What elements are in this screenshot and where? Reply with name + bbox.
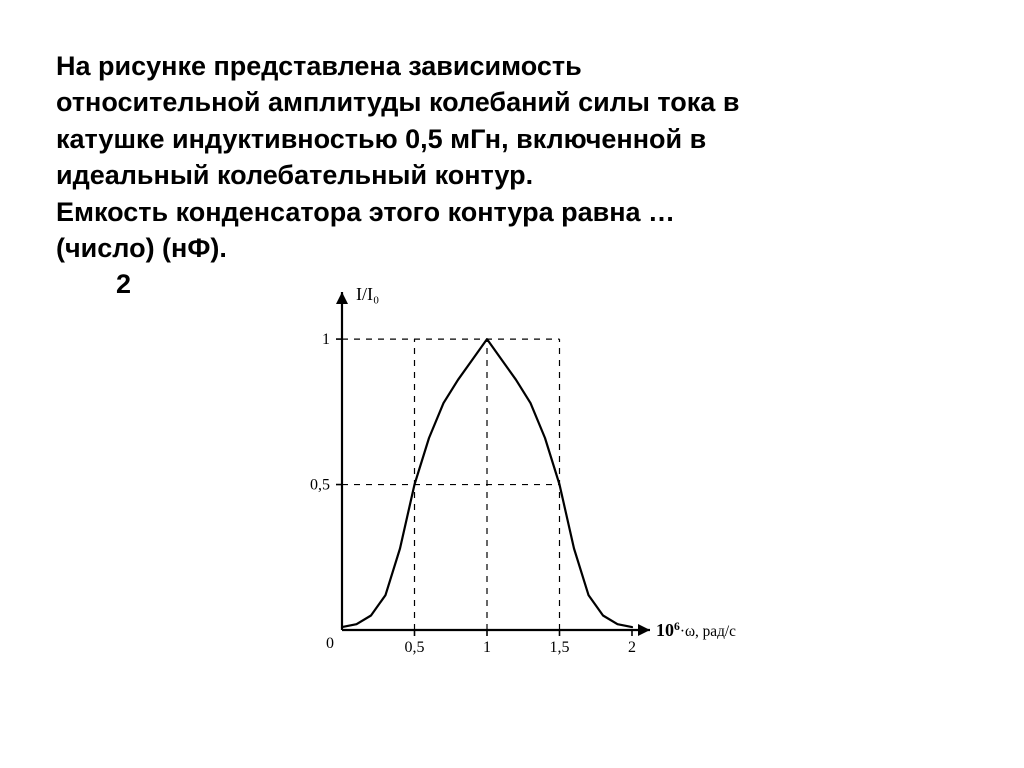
text-line-5: Емкость конденсатора этого контура равна… bbox=[56, 197, 675, 227]
text-line-3: катушке индуктивностью 0,5 мГн, включенн… bbox=[56, 124, 706, 154]
svg-text:1,5: 1,5 bbox=[550, 639, 570, 656]
svg-text:0,5: 0,5 bbox=[310, 476, 330, 493]
svg-text:0: 0 bbox=[326, 635, 334, 652]
text-line-2: относительной амплитуды колебаний силы т… bbox=[56, 87, 739, 117]
svg-text:1: 1 bbox=[483, 639, 491, 656]
resonance-chart: I/I₀ 106·ω, рад/с 0 0,5 1 1,5 2 0,5 1 bbox=[282, 280, 742, 680]
svg-text:I/I₀: I/I₀ bbox=[356, 284, 379, 304]
svg-text:1: 1 bbox=[322, 331, 330, 348]
text-line-1: На рисунке представлена зависимость bbox=[56, 51, 582, 81]
chart-container: I/I₀ 106·ω, рад/с 0 0,5 1 1,5 2 0,5 1 bbox=[56, 280, 968, 680]
svg-text:0,5: 0,5 bbox=[405, 639, 425, 656]
svg-text:106·ω, рад/с: 106·ω, рад/с bbox=[656, 619, 736, 640]
text-line-4: идеальный колебательный контур. bbox=[56, 160, 533, 190]
problem-text: На рисунке представлена зависимость отно… bbox=[56, 48, 968, 267]
text-line-6: (число) (нФ). bbox=[56, 233, 227, 263]
svg-text:2: 2 bbox=[628, 639, 636, 656]
